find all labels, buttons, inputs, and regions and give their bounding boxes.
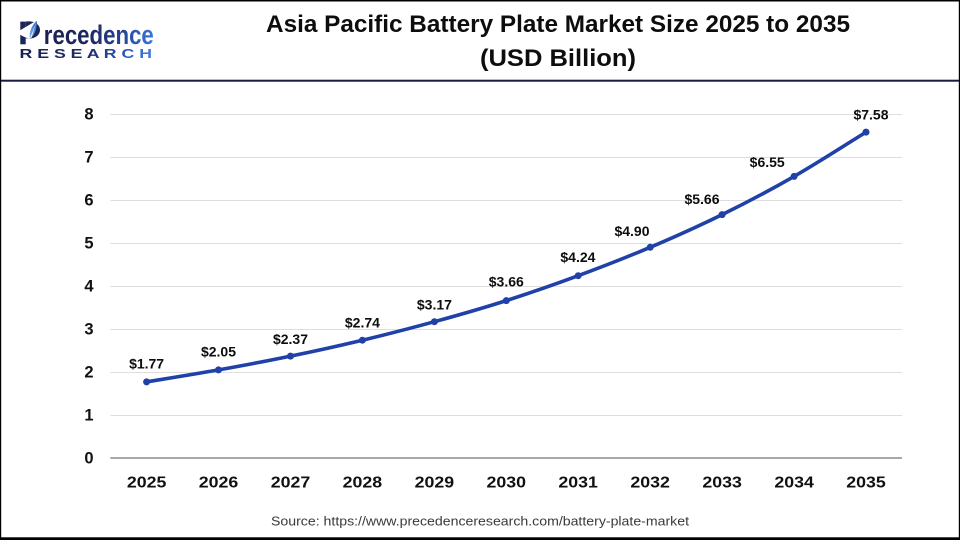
svg-text:Source: https://www.precedence: Source: https://www.precedenceresearch.c…	[271, 514, 689, 529]
svg-text:$4.24: $4.24	[560, 249, 595, 265]
svg-text:6: 6	[84, 192, 93, 210]
svg-text:R E S E A R C H: R E S E A R C H	[20, 47, 153, 61]
svg-text:2031: 2031	[558, 475, 598, 492]
svg-text:7: 7	[84, 149, 93, 167]
svg-text:$1.77: $1.77	[129, 356, 164, 372]
svg-text:3: 3	[84, 321, 93, 339]
svg-text:$3.17: $3.17	[417, 297, 452, 313]
svg-text:2030: 2030	[487, 475, 527, 492]
svg-text:$6.55: $6.55	[750, 154, 785, 170]
svg-text:2035: 2035	[846, 475, 886, 492]
svg-text:$7.58: $7.58	[853, 107, 888, 123]
svg-text:$2.05: $2.05	[201, 344, 236, 360]
svg-text:4: 4	[84, 278, 94, 296]
svg-text:2028: 2028	[343, 475, 383, 492]
svg-text:$2.74: $2.74	[345, 315, 380, 331]
svg-text:(USD Billion): (USD Billion)	[480, 45, 636, 72]
svg-text:2034: 2034	[774, 475, 814, 492]
svg-text:2032: 2032	[630, 475, 670, 492]
svg-text:2027: 2027	[271, 475, 311, 492]
svg-text:2033: 2033	[702, 475, 742, 492]
svg-text:$2.37: $2.37	[273, 331, 308, 347]
svg-text:8: 8	[84, 106, 93, 124]
svg-text:Asia Pacific Battery Plate Mar: Asia Pacific Battery Plate Market Size 2…	[266, 11, 850, 38]
svg-text:recedence: recedence	[44, 20, 154, 50]
svg-text:5: 5	[84, 235, 93, 253]
svg-text:2029: 2029	[415, 475, 455, 492]
svg-text:$3.66: $3.66	[489, 273, 524, 289]
svg-text:1: 1	[84, 407, 93, 425]
svg-text:2: 2	[84, 364, 93, 382]
svg-text:2025: 2025	[127, 475, 167, 492]
svg-text:$5.66: $5.66	[684, 191, 719, 207]
svg-text:2026: 2026	[199, 475, 239, 492]
svg-text:$4.90: $4.90	[614, 223, 649, 239]
svg-text:0: 0	[84, 450, 93, 468]
